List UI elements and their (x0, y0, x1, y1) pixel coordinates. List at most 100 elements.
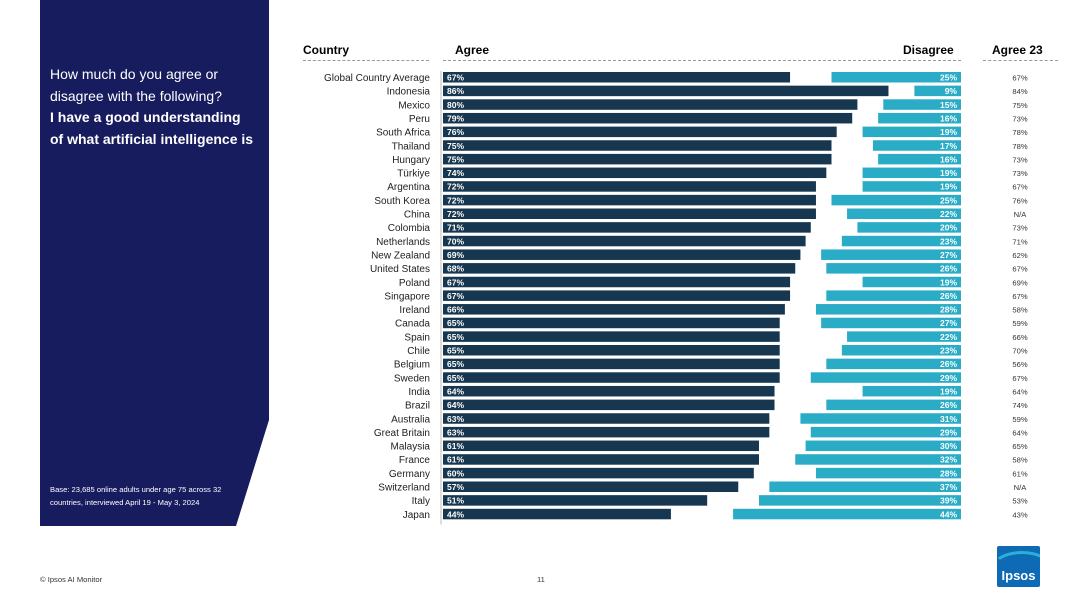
disagree-bar (733, 508, 961, 520)
agree-value-label: 75% (447, 154, 464, 164)
agree-bar (443, 317, 780, 329)
disagree-bar (862, 167, 961, 179)
country-label: Thailand (392, 141, 430, 152)
disagree-value-label: 32% (940, 455, 957, 465)
agree23-value: 78% (1012, 142, 1027, 151)
disagree-bar (862, 181, 961, 192)
disagree-bar (826, 358, 961, 370)
country-label: Colombia (388, 223, 431, 234)
disagree-bar (815, 467, 961, 479)
country-label: Switzerland (378, 483, 430, 494)
agree-value-label: 72% (447, 209, 464, 219)
agree-value-label: 65% (447, 346, 464, 356)
agree23-value: 58% (1012, 306, 1027, 315)
country-label: Australia (391, 414, 430, 425)
country-label: Canada (395, 319, 430, 330)
agree-bar (443, 481, 739, 492)
disagree-value-label: 28% (940, 305, 957, 315)
agree-bar (443, 194, 816, 206)
agree-bar (443, 208, 816, 219)
agree23-value: 43% (1012, 510, 1027, 519)
disagree-bar (758, 495, 961, 506)
disagree-value-label: 39% (940, 496, 957, 506)
disagree-value-label: 16% (940, 113, 957, 123)
country-label: Mexico (398, 100, 430, 111)
agree-value-label: 64% (447, 400, 464, 410)
agree23-value: N/A (1014, 483, 1028, 492)
disagree-bar (821, 249, 961, 260)
agree23-value: 56% (1012, 360, 1027, 369)
disagree-value-label: 25% (940, 195, 957, 205)
agree23-value: 67% (1012, 265, 1027, 274)
agree-value-label: 79% (447, 113, 464, 123)
header-agree23: Agree 23 (992, 43, 1043, 57)
country-label: Chile (407, 346, 430, 357)
agree-value-label: 51% (447, 496, 464, 506)
agree23-value: 70% (1012, 347, 1027, 356)
disagree-value-label: 27% (940, 318, 957, 328)
question-prompt: How much do you agree or disagree with t… (50, 66, 222, 104)
disagree-bar (878, 112, 961, 124)
disagree-value-label: 37% (940, 482, 957, 492)
agree23-value: 62% (1012, 251, 1027, 260)
disagree-bar (847, 208, 961, 219)
agree23-value: N/A (1014, 210, 1028, 219)
country-label: Sweden (394, 373, 430, 384)
disagree-bar (815, 304, 961, 315)
disagree-value-label: 20% (940, 223, 957, 233)
disagree-value-label: 19% (940, 168, 957, 178)
agree-bar (443, 112, 853, 124)
agree23-value: 59% (1012, 415, 1027, 424)
agree-bar (443, 440, 759, 452)
agree23-value: 69% (1012, 278, 1027, 287)
country-label: Malaysia (391, 442, 431, 453)
agree-bar (443, 153, 832, 165)
agree23-value: 73% (1012, 169, 1027, 178)
agree-value-label: 67% (447, 291, 464, 301)
header-country: Country (303, 43, 349, 57)
agree23-value: 84% (1012, 87, 1027, 96)
agree-bar (443, 167, 827, 179)
agree-bar (443, 263, 796, 274)
agree-bar (443, 181, 816, 192)
agree23-value: 76% (1012, 196, 1027, 205)
agree-bar (443, 290, 791, 301)
disagree-value-label: 28% (940, 468, 957, 478)
country-label: Brazil (405, 401, 430, 412)
disagree-value-label: 19% (940, 277, 957, 287)
footer-source: © Ipsos AI Monitor (40, 575, 103, 584)
agree-bar (443, 372, 780, 383)
agree-bar (443, 249, 801, 260)
agree23-value: 67% (1012, 183, 1027, 192)
disagree-value-label: 22% (940, 209, 957, 219)
agree-value-label: 74% (447, 168, 464, 178)
agree-bar (443, 304, 785, 315)
agree23-value: 65% (1012, 442, 1027, 451)
agree-value-label: 57% (447, 482, 464, 492)
disagree-bar (810, 426, 961, 438)
country-label: France (399, 455, 431, 466)
country-label: Argentina (387, 182, 430, 193)
agree-value-label: 71% (447, 223, 464, 233)
disagree-bar (847, 331, 961, 342)
agree-value-label: 76% (447, 127, 464, 137)
agree-bar (443, 276, 791, 288)
disagree-value-label: 26% (940, 400, 957, 410)
agree23-value: 71% (1012, 237, 1027, 246)
disagree-bar (805, 440, 961, 452)
agree23-value: 64% (1012, 428, 1027, 437)
disagree-bar (872, 140, 961, 151)
agree23-value: 67% (1012, 292, 1027, 301)
agree23-value: 73% (1012, 114, 1027, 123)
agree23-value: 74% (1012, 401, 1027, 410)
disagree-value-label: 26% (940, 359, 957, 369)
agree-bar (443, 454, 759, 465)
disagree-value-label: 27% (940, 250, 957, 260)
country-label: Japan (403, 510, 430, 521)
agree-value-label: 60% (447, 468, 464, 478)
agree-value-label: 68% (447, 264, 464, 274)
agree-value-label: 65% (447, 359, 464, 369)
header-rule-chart (443, 60, 961, 61)
country-label: Italy (412, 496, 430, 507)
